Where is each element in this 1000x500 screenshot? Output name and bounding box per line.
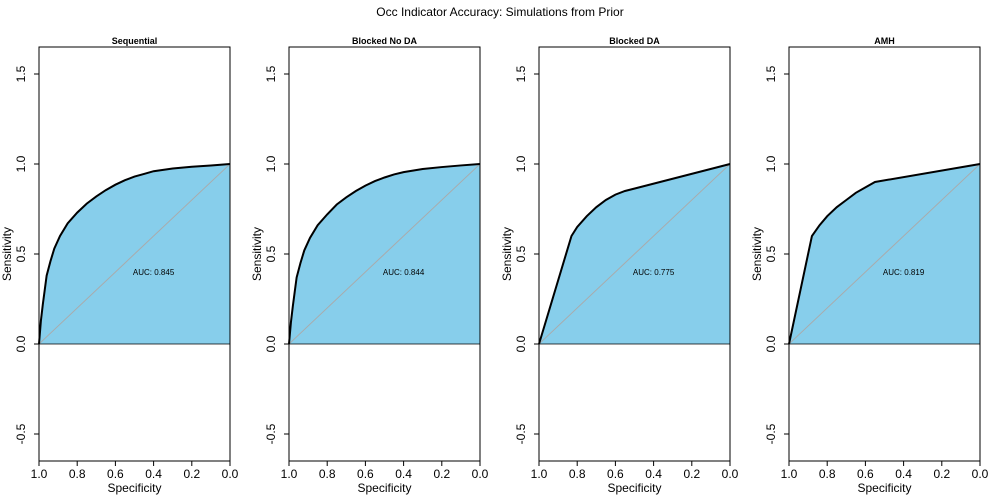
x-tick-label: 0.8 <box>569 467 586 481</box>
roc-curve <box>288 163 481 345</box>
y-axis-label: Sensitivity <box>500 227 514 281</box>
x-axis-label: Specificity <box>357 481 411 495</box>
y-axis-label: Sensitivity <box>750 227 764 281</box>
y-tick-label: 0.5 <box>264 245 278 262</box>
x-tick-label: 0.0 <box>472 467 489 481</box>
x-tick-label: 0.0 <box>722 467 739 481</box>
y-tick-label: 1.0 <box>764 155 778 172</box>
reference-diagonal <box>539 163 730 345</box>
x-tick-label: 0.6 <box>107 467 124 481</box>
y-tick-label: -0.5 <box>14 423 28 444</box>
y-tick-label: 0.0 <box>514 335 528 352</box>
auc-label: AUC: 0.775 <box>633 268 675 277</box>
chart-panel-1: Sequential AUC: 0.845 1.0 0.8 0.6 0.4 0.2 0.0 -0… <box>0 36 239 495</box>
x-tick-label: 0.8 <box>819 467 836 481</box>
roc-curve <box>38 163 231 345</box>
x-tick-label: 1.0 <box>281 467 298 481</box>
chart-panel-2: Blocked No DA AUC: 0.844 1.0 0.8 0.6 0.4 0.2 0.… <box>250 36 489 495</box>
x-tick-label: 0.4 <box>145 467 162 481</box>
reference-diagonal <box>289 163 480 345</box>
x-tick-label: 0.0 <box>222 467 239 481</box>
y-tick-label: 1.0 <box>264 155 278 172</box>
x-tick-label: 0.0 <box>972 467 989 481</box>
y-tick-label: 1.5 <box>764 65 778 82</box>
x-tick-label: 1.0 <box>781 467 798 481</box>
y-tick-label: 0.5 <box>14 245 28 262</box>
x-tick-label: 0.8 <box>69 467 86 481</box>
y-axis-label: Sensitivity <box>250 227 264 281</box>
y-tick-label: 1.5 <box>514 65 528 82</box>
y-tick-label: 0.5 <box>514 245 528 262</box>
x-tick-label: 1.0 <box>531 467 548 481</box>
y-axis-label: Sensitivity <box>0 227 14 281</box>
figure-title: Occ Indicator Accuracy: Simulations from… <box>376 5 624 19</box>
auc-label: AUC: 0.845 <box>133 268 175 277</box>
y-tick-label: 1.5 <box>14 65 28 82</box>
x-tick-label: 0.4 <box>895 467 912 481</box>
auc-label: AUC: 0.819 <box>883 268 925 277</box>
x-tick-label: 1.0 <box>31 467 48 481</box>
panel-title: Sequential <box>112 36 158 46</box>
y-tick-label: 1.5 <box>264 65 278 82</box>
x-axis-label: Specificity <box>607 481 661 495</box>
y-tick-label: 0.0 <box>764 335 778 352</box>
x-tick-label: 0.2 <box>433 467 450 481</box>
panel-title: Blocked DA <box>609 36 660 46</box>
panel-title: AMH <box>874 36 895 46</box>
x-axis-label: Specificity <box>857 481 911 495</box>
x-tick-label: 0.2 <box>933 467 950 481</box>
roc-curve <box>788 163 981 345</box>
y-tick-label: 1.0 <box>14 155 28 172</box>
y-tick-label: 0.5 <box>764 245 778 262</box>
auc-label: AUC: 0.844 <box>383 268 425 277</box>
x-tick-label: 0.8 <box>319 467 336 481</box>
reference-diagonal <box>39 163 230 345</box>
x-tick-label: 0.6 <box>857 467 874 481</box>
y-tick-label: 0.0 <box>264 335 278 352</box>
x-tick-label: 0.6 <box>357 467 374 481</box>
y-tick-label: -0.5 <box>514 423 528 444</box>
y-tick-label: 1.0 <box>514 155 528 172</box>
x-tick-label: 0.2 <box>683 467 700 481</box>
reference-diagonal <box>789 163 980 345</box>
chart-panel-3: Blocked DA AUC: 0.775 1.0 0.8 0.6 0.4 0.2 0.0 -0… <box>500 36 739 495</box>
chart-panel-4: AMH AUC: 0.819 1.0 0.8 0.6 0.4 0.2 0.0 -0.5 0.0 0.… <box>750 36 989 495</box>
y-tick-label: -0.5 <box>764 423 778 444</box>
y-tick-label: 0.0 <box>14 335 28 352</box>
x-tick-label: 0.4 <box>395 467 412 481</box>
x-axis-label: Specificity <box>107 481 161 495</box>
roc-curve <box>538 163 731 345</box>
x-tick-label: 0.6 <box>607 467 624 481</box>
panel-title: Blocked No DA <box>352 36 418 46</box>
x-tick-label: 0.4 <box>645 467 662 481</box>
x-tick-label: 0.2 <box>183 467 200 481</box>
y-tick-label: -0.5 <box>264 423 278 444</box>
